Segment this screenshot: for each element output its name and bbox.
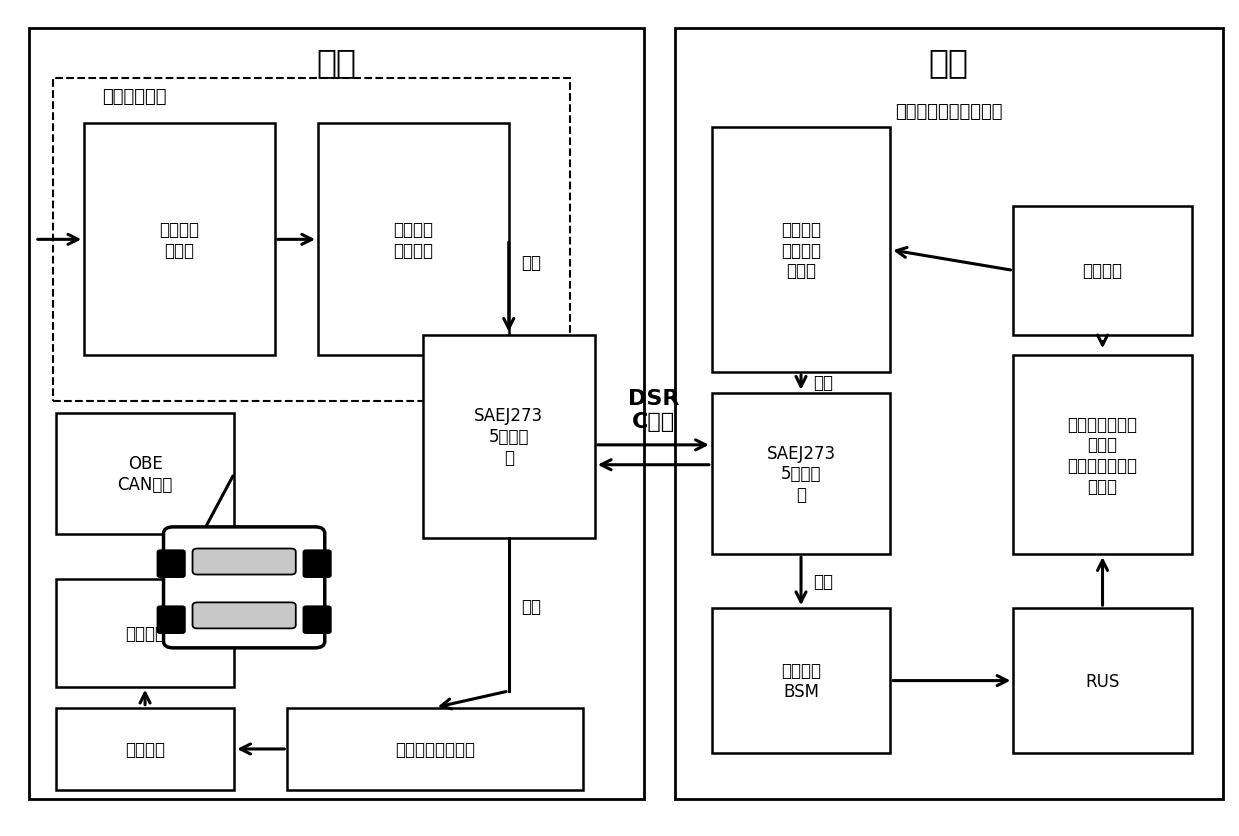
Bar [28, 29, 644, 798]
Bar [1014, 207, 1192, 335]
Bar [1014, 356, 1192, 554]
Text: 位置信息
运动信息: 位置信息 运动信息 [393, 221, 434, 259]
Text: 车辆风险预警评估: 车辆风险预警评估 [395, 740, 475, 758]
Text: OBE
CAN总线: OBE CAN总线 [118, 455, 172, 493]
Bar [711, 609, 891, 753]
Bar [318, 125, 509, 356]
Bar [711, 128, 891, 373]
Text: 编码: 编码 [522, 254, 541, 272]
Bar [53, 79, 570, 401]
Bar [1014, 609, 1192, 753]
Text: 车辆: 车辆 [316, 46, 357, 79]
FancyBboxPatch shape [304, 607, 331, 633]
FancyBboxPatch shape [164, 528, 325, 648]
Text: DSR
C通信: DSR C通信 [628, 388, 679, 431]
Bar [56, 414, 234, 534]
Bar [287, 708, 582, 791]
Text: 路段: 路段 [929, 46, 969, 79]
Text: 解码: 解码 [522, 597, 541, 615]
Bar [422, 335, 595, 538]
FancyBboxPatch shape [157, 551, 185, 577]
FancyBboxPatch shape [157, 607, 185, 633]
Text: 编码: 编码 [813, 374, 834, 392]
Bar [56, 708, 234, 791]
FancyBboxPatch shape [304, 551, 331, 577]
FancyBboxPatch shape [192, 603, 296, 629]
FancyBboxPatch shape [192, 549, 296, 575]
Text: RUS: RUS [1085, 672, 1120, 690]
Text: 行车信息采集: 行车信息采集 [103, 88, 167, 106]
Text: 地图智能路段标
识信息
本地路段车道地
理信息: 地图智能路段标 识信息 本地路段车道地 理信息 [1068, 415, 1137, 496]
Text: SAEJ273
5数据协
议: SAEJ273 5数据协 议 [475, 407, 544, 466]
Text: 危险路段
及施工区
域判断: 危险路段 及施工区 域判断 [781, 221, 821, 280]
Text: 标准化的
BSM: 标准化的 BSM [781, 661, 821, 701]
Text: 解码: 解码 [813, 573, 834, 590]
Bar [711, 393, 891, 554]
Bar [84, 125, 275, 356]
Text: 数据感知
与获取: 数据感知 与获取 [160, 221, 199, 259]
Text: 人机交互: 人机交互 [125, 624, 165, 642]
Text: SAEJ273
5数据协
议: SAEJ273 5数据协 议 [767, 444, 835, 503]
Bar [675, 29, 1223, 798]
Text: 地图匹配: 地图匹配 [1083, 263, 1123, 280]
Text: 预警提示: 预警提示 [125, 740, 165, 758]
Bar [56, 579, 234, 687]
Text: 高速公路路段信息采集: 高速公路路段信息采集 [895, 103, 1002, 120]
